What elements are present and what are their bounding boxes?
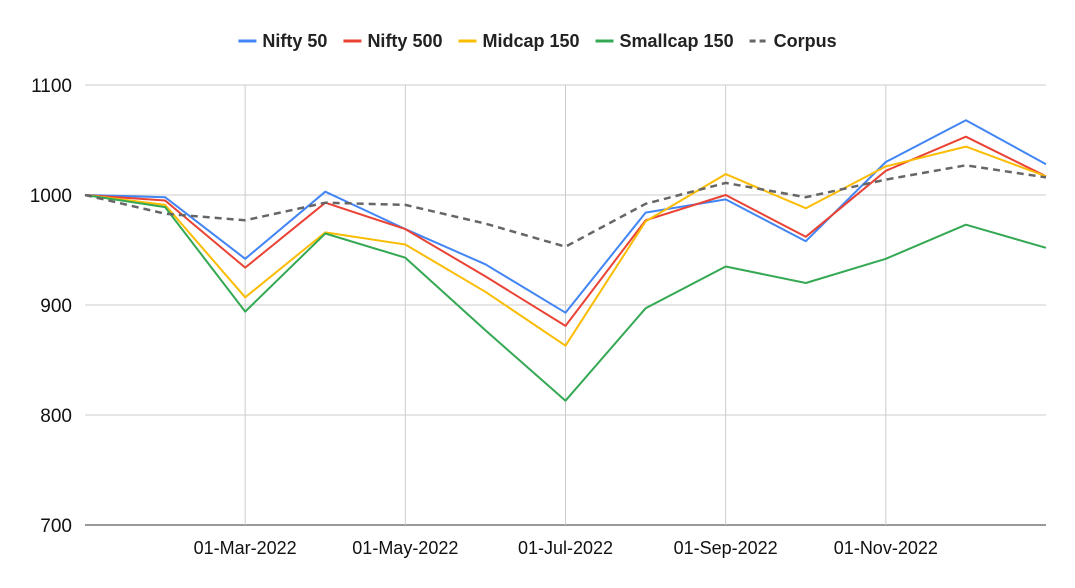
x-tick-label: 01-Mar-2022: [194, 538, 297, 558]
y-tick-label: 900: [40, 296, 72, 317]
legend-item-corpus[interactable]: Corpus: [749, 31, 837, 51]
chart-legend: Nifty 50 Nifty 500 Midcap 150 Smallcap 150 C…: [238, 31, 837, 51]
y-tick-label: 1000: [30, 186, 72, 207]
legend-item-smallcap-150[interactable]: Smallcap 150: [595, 31, 734, 51]
legend-label: Corpus: [774, 31, 837, 51]
y-tick-label: 800: [40, 406, 72, 427]
legend-label: Midcap 150: [482, 31, 579, 51]
legend-item-nifty-50[interactable]: Nifty 50: [238, 31, 327, 51]
x-tick-label: 01-Sep-2022: [674, 538, 778, 558]
y-tick-label: 700: [40, 516, 72, 537]
legend-item-midcap-150[interactable]: Midcap 150: [458, 31, 580, 51]
legend-item-nifty-500[interactable]: Nifty 500: [343, 31, 442, 51]
x-tick-label: 01-May-2022: [352, 538, 458, 558]
legend-label: Nifty 500: [367, 31, 442, 51]
y-axis-tick-labels: 700 800 900 1000 1100: [30, 76, 72, 537]
series-line-nifty-500: [84, 135, 1047, 327]
y-tick-label: 1100: [31, 76, 72, 97]
series-line-smallcap-150: [84, 194, 1047, 402]
x-tick-label: 01-Jul-2022: [518, 538, 613, 558]
chart-gridlines: [85, 84, 1046, 526]
x-axis-tick-labels: 01-Mar-2022 01-May-2022 01-Jul-2022 01-Sep-…: [194, 538, 938, 558]
series-line-nifty-50: [84, 119, 1047, 314]
legend-label: Nifty 50: [262, 31, 327, 51]
x-tick-label: 01-Nov-2022: [834, 538, 938, 558]
series-line-corpus: [84, 164, 1047, 248]
series-line-midcap-150: [84, 145, 1047, 347]
legend-label: Smallcap 150: [620, 31, 734, 51]
chart-series: [84, 119, 1047, 402]
